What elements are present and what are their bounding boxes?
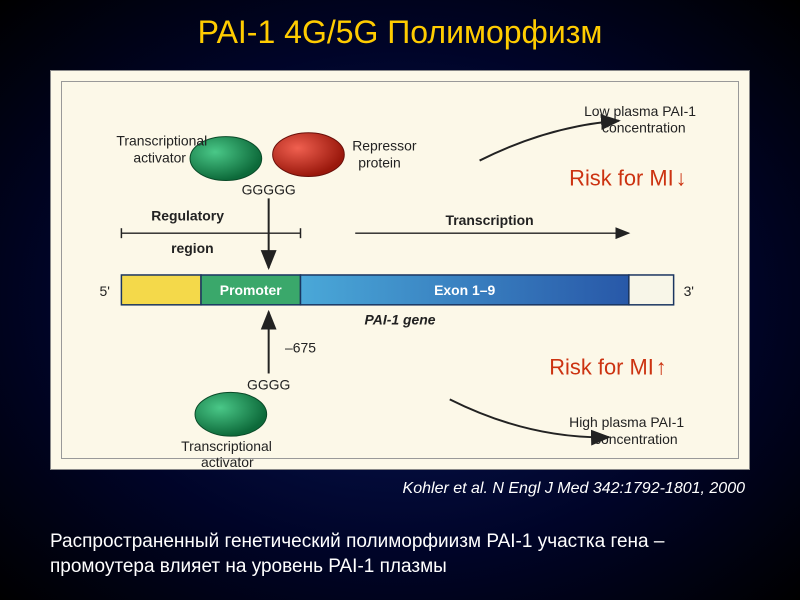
risk-low-label: Risk for MI↓: [569, 165, 686, 190]
high-plasma-label2: concentration: [594, 431, 678, 447]
arrow-low-plasma: [480, 121, 619, 161]
activator-bot-label1: Transcriptional: [181, 438, 272, 454]
diagram-container: Copyright restrictions may apply.: [50, 70, 750, 470]
repressor-label1: Repressor: [352, 138, 417, 154]
promoter-label: Promoter: [220, 282, 282, 298]
low-plasma-label1: Low plasma PAI-1: [584, 103, 696, 119]
risk-high-label: Risk for MI↑: [549, 354, 666, 379]
repressor-ellipse: [273, 133, 345, 177]
gene-name-label: PAI-1 gene: [365, 312, 436, 328]
gene-5prime-block: [121, 275, 201, 305]
activator-bot-label2: activator: [201, 454, 254, 469]
footer-text: Распространенный генетический полиморфии…: [50, 530, 750, 579]
gene-3prime-block: [629, 275, 674, 305]
transcription-label: Transcription: [445, 212, 533, 228]
five-prime-label: 5': [100, 283, 110, 299]
regulatory-label1: Regulatory: [151, 207, 224, 223]
diagram-svg: 5' 3' Promoter Exon 1–9 PAI-1 gene Trans…: [51, 71, 749, 469]
ggggg-label: GGGGG: [242, 181, 296, 197]
exon-label: Exon 1–9: [434, 282, 495, 298]
gggg-label: GGGG: [247, 376, 290, 392]
repressor-label2: protein: [358, 155, 401, 171]
minus675-label: –675: [285, 340, 316, 356]
citation-text: Kohler et al. N Engl J Med 342:1792-1801…: [403, 480, 745, 498]
slide-title: PAI-1 4G/5G Полиморфизм: [0, 14, 800, 51]
activator-bottom-ellipse: [195, 392, 267, 436]
high-plasma-label1: High plasma PAI-1: [569, 414, 684, 430]
activator-top-label1: Transcriptional: [116, 133, 207, 149]
slide-root: PAI-1 4G/5G Полиморфизм Copyright restri…: [0, 0, 800, 600]
regulatory-label2: region: [171, 240, 214, 256]
three-prime-label: 3': [684, 283, 694, 299]
activator-top-label2: activator: [133, 150, 186, 166]
low-plasma-label2: concentration: [602, 120, 686, 136]
